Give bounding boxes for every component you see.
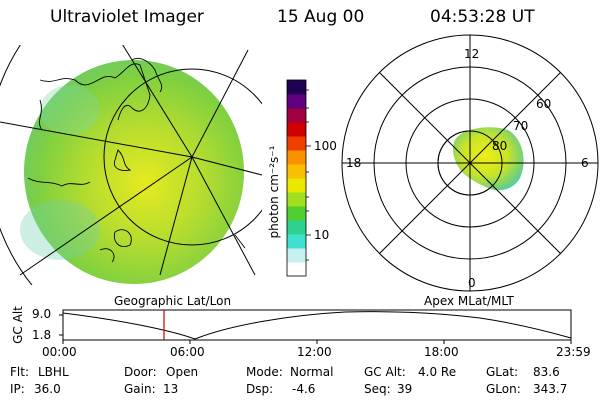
colorbar-segment (287, 122, 306, 137)
colorbar-segment (287, 234, 306, 249)
info-ip-value: 36.0 (34, 382, 61, 396)
time-label: 04:53:28 UT (430, 7, 535, 27)
geographic-panel-label: Geographic Lat/Lon (114, 294, 232, 308)
instrument-title: Ultraviolet Imager (50, 7, 204, 27)
colorbar-segment (287, 178, 306, 193)
info-gain-value: 13 (163, 382, 179, 396)
info-glon-label: GLon: (486, 382, 521, 396)
mlat-label-70: 70 (513, 119, 529, 133)
timeline-xtick-1800: 18:00 (424, 345, 459, 359)
colorbar-segment (287, 248, 306, 263)
mlt-label-12: 12 (464, 47, 480, 61)
info-door-label: Door: (124, 365, 157, 379)
info-gcalt-label: GC Alt: (364, 365, 406, 379)
colorbar-segment (287, 136, 306, 151)
colorbar-segment (287, 150, 306, 165)
timeline-xtick-1200: 12:00 (297, 345, 332, 359)
colorbar-segment (287, 206, 306, 221)
orbit-altitude-curve (62, 311, 572, 340)
mlt-label-18: 18 (346, 156, 362, 170)
info-dsp-label: Dsp: (246, 382, 274, 396)
timeline-xtick-0600: 06:00 (170, 345, 205, 359)
geographic-panel (0, 45, 262, 285)
date-label: 15 Aug 00 (277, 7, 365, 27)
meridian-lines (0, 45, 262, 276)
colorbar-label-100: 100 (314, 139, 337, 153)
altitude-timeline (59, 309, 572, 344)
timeline-xtick-2359: 23:59 (556, 345, 591, 359)
info-glon-value: 343.7 (533, 382, 568, 396)
info-seq-label: Seq: (364, 382, 391, 396)
colorbar-segment (287, 108, 306, 123)
timeline-ytick-top: 9.0 (32, 307, 52, 321)
info-mode-value: Normal (290, 365, 334, 379)
info-gain-label: Gain: (124, 382, 156, 396)
mlat-label-60: 60 (536, 97, 552, 111)
info-gcalt-value: 4.0 Re (418, 365, 457, 379)
lat-circle-middle (103, 68, 262, 246)
apex-panel-label: Apex MLat/MLT (424, 294, 514, 308)
info-glat-value: 83.6 (533, 365, 560, 379)
mlt-spokes (342, 35, 598, 291)
timeline-xticks (62, 340, 572, 344)
info-flt-value: LBHL (38, 365, 69, 379)
mlat-label-80: 80 (492, 139, 508, 153)
colorbar-unit-label: photon cm⁻²s⁻¹ (267, 145, 281, 239)
colorbar-segment (287, 80, 306, 95)
colorbar-segment (287, 94, 306, 109)
info-mode-label: Mode: (246, 365, 283, 379)
info-flt-label: Flt: (10, 365, 29, 379)
aurora-image-geographic (24, 60, 244, 284)
colorbar-segment (287, 192, 306, 207)
colorbar-segment (287, 164, 306, 179)
timeline-ytick-bottom: 1.8 (32, 328, 52, 342)
colorbar-segment (287, 262, 306, 277)
color-scale-bar (287, 80, 306, 277)
mlt-label-6: 6 (581, 156, 589, 170)
colorbar-label-10: 10 (314, 228, 330, 242)
info-dsp-value: -4.6 (292, 382, 316, 396)
colorbar-ticks (306, 89, 311, 261)
info-seq-value: 39 (397, 382, 413, 396)
apex-polar-panel (341, 34, 599, 292)
timeline-ylabel: GC Alt (11, 306, 25, 344)
mlt-label-0: 0 (468, 276, 476, 290)
coastlines (27, 57, 246, 263)
info-door-value: Open (166, 365, 199, 379)
timeline-xtick-0000: 00:00 (42, 345, 77, 359)
colorbar-segment (287, 220, 306, 235)
info-glat-label: GLat: (486, 365, 519, 379)
aurora-oval-apex (452, 127, 524, 191)
info-ip-label: IP: (10, 382, 25, 396)
